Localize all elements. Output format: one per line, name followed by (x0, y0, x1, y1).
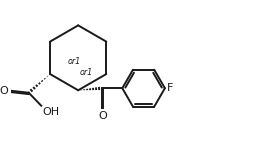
Text: O: O (98, 111, 107, 121)
Text: OH: OH (43, 107, 60, 117)
Text: or1: or1 (68, 57, 81, 66)
Text: F: F (167, 83, 173, 93)
Text: O: O (0, 86, 8, 96)
Text: or1: or1 (79, 68, 93, 77)
